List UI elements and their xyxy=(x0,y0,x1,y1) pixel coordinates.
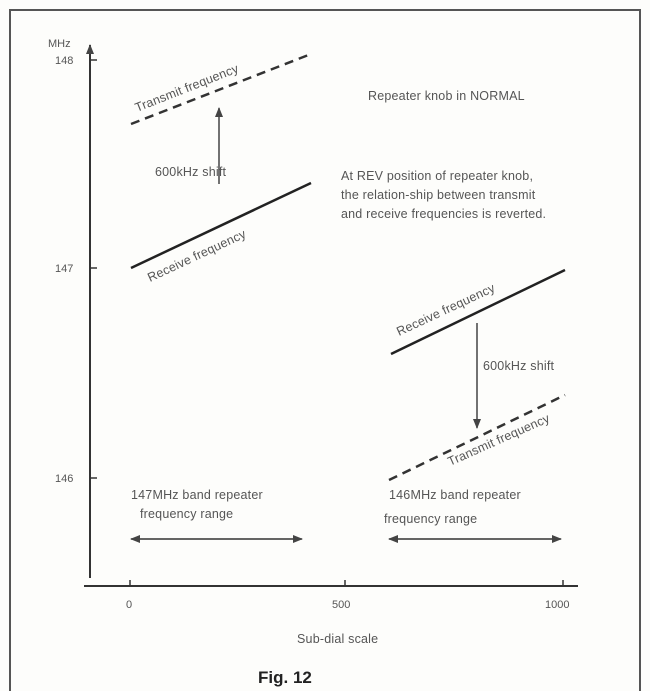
x-tick-label-0: 0 xyxy=(126,599,132,611)
figure-caption: Fig. 12 xyxy=(258,668,312,687)
range-146-line1: 146MHz band repeater xyxy=(389,488,521,502)
rev-note-line1: At REV position of repeater knob, xyxy=(341,169,533,183)
transmit-line-upper xyxy=(130,52,312,126)
range-147-line1: 147MHz band repeater xyxy=(131,488,263,502)
transmit-label-upper: Transmit frequency xyxy=(133,61,241,115)
range-146-line2: frequency range xyxy=(384,512,477,526)
shift-label-upper: 600kHz shift xyxy=(155,165,227,179)
y-axis-unit: MHz xyxy=(48,38,71,50)
transmit-line-lower xyxy=(388,393,566,482)
shift-label-lower: 600kHz shift xyxy=(483,359,555,373)
transmit-label-lower: Transmit frequency xyxy=(446,411,553,469)
rev-note-line2: the relation-ship between transmit xyxy=(341,188,536,202)
receive-line-lower xyxy=(390,268,566,356)
y-tick-label-148: 148 xyxy=(55,55,73,67)
range-147-line2: frequency range xyxy=(140,507,233,521)
receive-label-upper: Receive frequency xyxy=(145,227,248,285)
y-tick-label-146: 146 xyxy=(55,473,73,485)
y-tick-label-147: 147 xyxy=(55,263,73,275)
x-tick-label-500: 500 xyxy=(332,599,350,611)
figure-frame xyxy=(9,9,641,691)
receive-line-upper xyxy=(130,181,312,270)
normal-note: Repeater knob in NORMAL xyxy=(368,89,525,103)
x-tick-label-1000: 1000 xyxy=(545,599,569,611)
rev-note-line3: and receive frequencies is reverted. xyxy=(341,207,546,221)
x-axis-label: Sub-dial scale xyxy=(297,632,378,646)
